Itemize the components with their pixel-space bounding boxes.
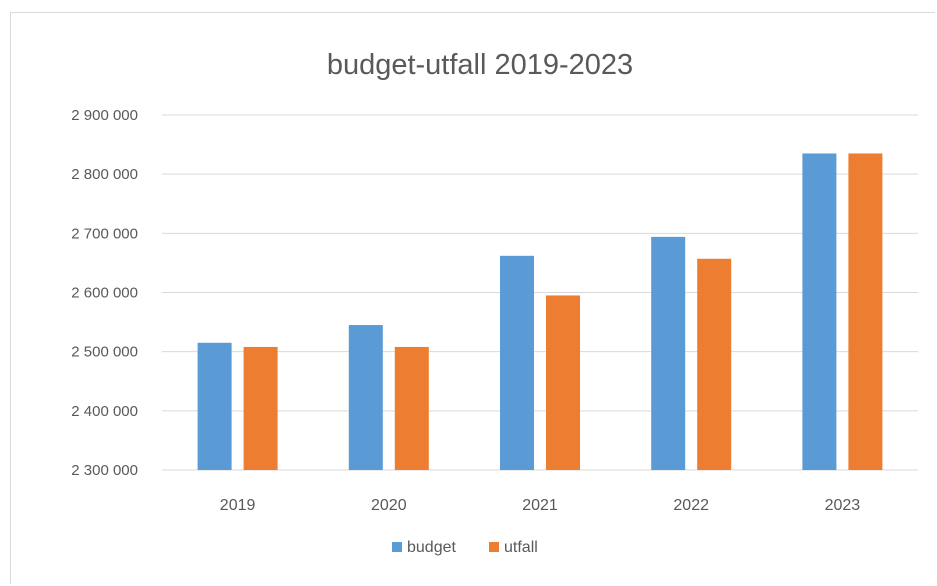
bar-budget-2019	[197, 342, 232, 470]
y-tick-label: 2 700 000	[71, 225, 138, 242]
bar-budget-2021	[500, 255, 534, 470]
x-axis-tick-labels: 2019 2020 2021 2022 2023	[220, 497, 860, 514]
bars	[197, 153, 883, 471]
x-tick-label: 2019	[220, 497, 256, 514]
x-tick-label: 2023	[825, 497, 861, 514]
x-tick-label: 2020	[371, 497, 407, 514]
legend-swatch-budget	[392, 542, 402, 552]
legend-label-budget: budget	[407, 539, 456, 556]
x-tick-label: 2021	[522, 497, 558, 514]
chart-frame	[10, 12, 935, 584]
bar-budget-2023	[802, 153, 837, 471]
legend: budget utfall	[392, 539, 538, 556]
bar-utfall-2021	[546, 295, 580, 470]
y-tick-label: 2 400 000	[71, 403, 138, 420]
y-axis-tick-labels: 2 300 000 2 400 000 2 500 000 2 600 000 2 70…	[71, 107, 138, 479]
y-tick-label: 2 500 000	[71, 344, 138, 361]
y-tick-label: 2 300 000	[71, 462, 138, 479]
chart-title: budget-utfall 2019-2023	[327, 49, 633, 81]
bar-utfall-2022	[697, 258, 732, 470]
x-tick-label: 2022	[673, 497, 709, 514]
legend-label-utfall: utfall	[504, 539, 538, 556]
y-tick-label: 2 900 000	[71, 107, 138, 124]
gridlines	[162, 114, 918, 471]
bar-utfall-2023	[848, 153, 883, 471]
bar-utfall-2019	[243, 346, 278, 470]
bar-budget-2022	[651, 236, 686, 470]
bar-budget-2020	[348, 325, 383, 470]
legend-swatch-utfall	[489, 542, 499, 552]
y-tick-label: 2 800 000	[71, 166, 138, 183]
bar-utfall-2020	[394, 346, 429, 470]
y-tick-label: 2 600 000	[71, 285, 138, 302]
